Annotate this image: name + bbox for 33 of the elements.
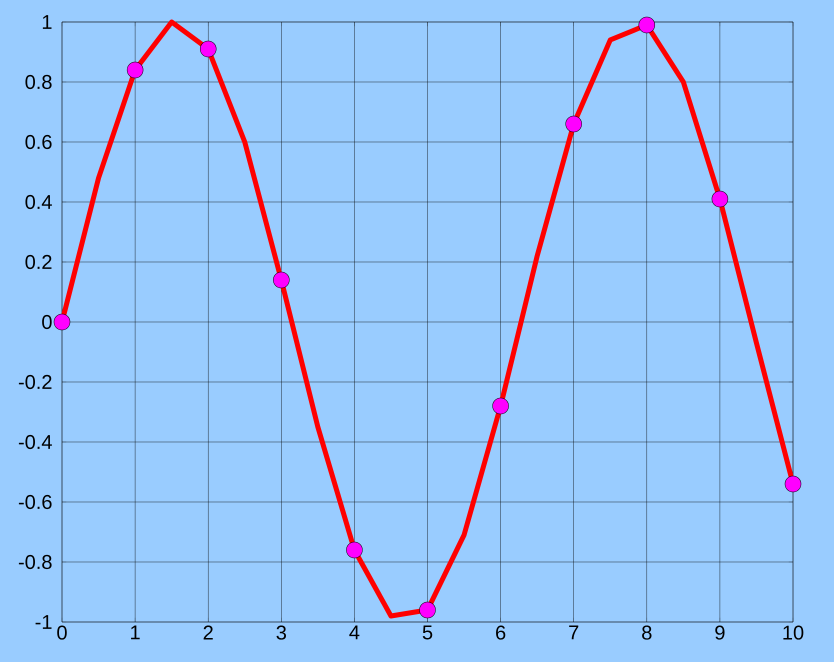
y-tick-label: 0.2 (25, 254, 52, 270)
x-tick-label: 0 (57, 626, 67, 640)
point (419, 602, 436, 618)
point (273, 272, 290, 288)
point (638, 16, 656, 34)
y-tick-label: -1 (36, 615, 52, 629)
y-tick-label: 1 (42, 15, 52, 29)
y-tick-label: 0.6 (25, 134, 52, 150)
x-tick-label: 4 (349, 626, 360, 640)
point (54, 314, 70, 330)
x-tick-label: 7 (569, 626, 578, 640)
y-tick-label: 0.8 (25, 74, 52, 90)
point (784, 476, 802, 492)
point (126, 62, 144, 78)
y-tick-label: -0.8 (18, 554, 52, 570)
x-tick-label: 1 (131, 626, 140, 640)
point (565, 116, 582, 132)
y-tick-label: -0.6 (18, 494, 52, 510)
x-tick-label: 2 (204, 626, 213, 640)
y-tick-label: 0 (42, 314, 52, 330)
point (712, 190, 728, 208)
x-tick-label: 9 (715, 626, 725, 640)
point (200, 40, 216, 58)
x-tick-label: 10 (783, 626, 804, 640)
x-tick-label: 3 (276, 626, 286, 640)
x-tick-label: 8 (642, 626, 652, 640)
y-tick-label: -0.2 (18, 374, 52, 390)
x-tick-label: 5 (422, 626, 432, 640)
x-tick-label: 6 (496, 626, 506, 640)
y-tick-label: -0.4 (18, 434, 52, 450)
point (346, 542, 363, 558)
y-tick-label: 0.4 (25, 194, 52, 210)
point (492, 398, 509, 414)
